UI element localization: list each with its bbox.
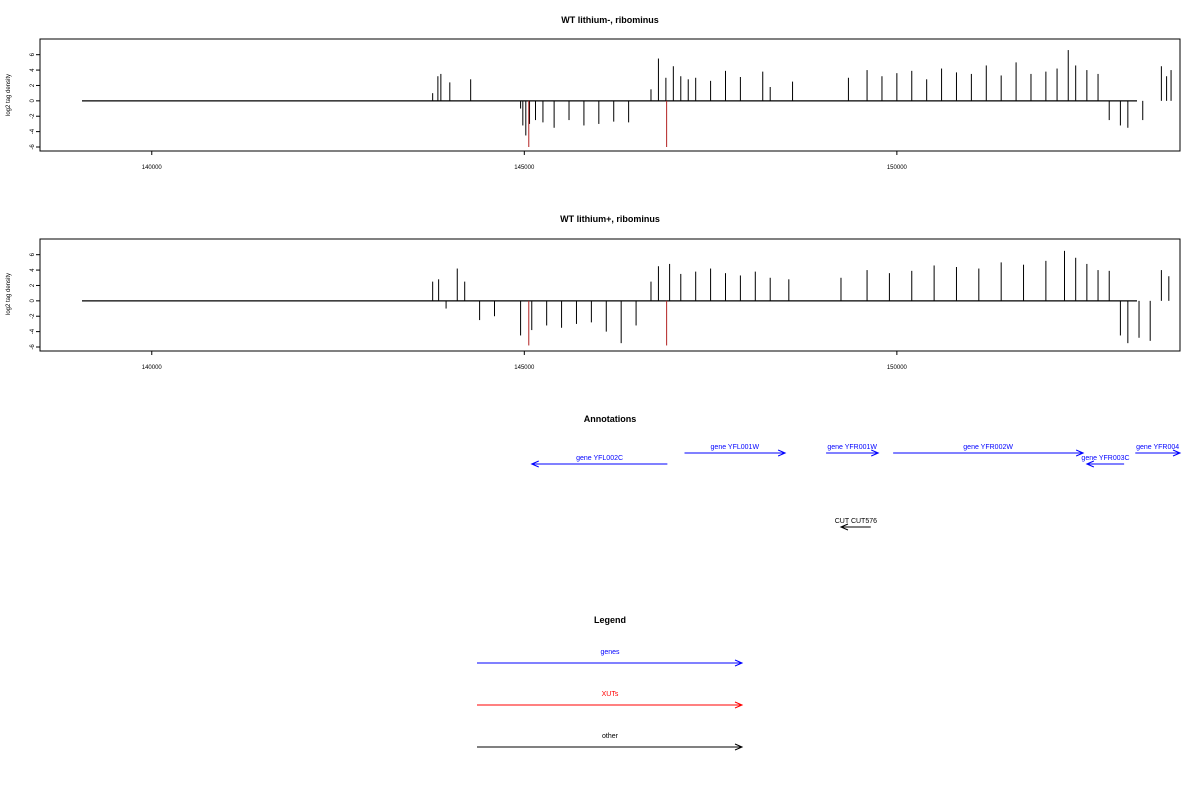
panel-title: WT lithium-, ribominus [561, 15, 659, 25]
y-axis: -6 -4 -2 0 2 4 6 [30, 252, 40, 350]
feature-label: gene YFR004 [1136, 444, 1179, 451]
x-axis: 140000 145000 150000 [142, 351, 908, 371]
y-tick-label: -4 [30, 328, 36, 334]
x-tick-label: 140000 [142, 165, 163, 171]
y-tick-label: 2 [30, 283, 36, 287]
annotation-features: gene YFL002C gene YFL001W gene YFR001W gene… [530, 444, 1182, 531]
x-axis: 140000 145000 150000 [142, 151, 908, 171]
panel-title: WT lithium+, ribominus [560, 214, 660, 224]
annotation-feature: gene YFR004 [1135, 444, 1182, 457]
y-tick-label: 0 [30, 299, 36, 303]
legend-title: Legend [594, 615, 626, 625]
legend-items: genes XUTs other [477, 649, 744, 751]
legend-label: genes [600, 649, 620, 656]
x-tick-label: 150000 [887, 165, 908, 171]
y-tick-label: 4 [30, 68, 36, 72]
x-tick-label: 140000 [142, 365, 163, 371]
legend-item: XUTs [477, 691, 744, 709]
arrow-head [1075, 449, 1085, 457]
y-tick-label: -2 [30, 313, 36, 319]
arrow-head [871, 449, 880, 457]
y-tick-label: -6 [30, 144, 36, 150]
arrow-head [777, 449, 787, 457]
plot-frame [39, 38, 1181, 152]
feature-label: gene YFR001W [827, 444, 877, 451]
density-panel-lithium-plus: WT lithium+, ribominus log2 tag density … [6, 214, 1181, 371]
annotation-feature: gene YFR003C [1081, 455, 1130, 468]
legend-label: XUTs [602, 691, 619, 698]
x-tick-label: 145000 [514, 365, 535, 371]
plot-frame [39, 238, 1181, 352]
legend-item: other [477, 733, 744, 751]
bars [82, 50, 1172, 147]
feature-label: gene YFL002C [576, 455, 623, 462]
bars [82, 250, 1170, 346]
annotation-feature: gene YFR001W [826, 444, 880, 457]
legend: Legend genes XUTs other [477, 615, 744, 751]
legend-arrow-head [734, 659, 744, 667]
y-tick-label: 0 [30, 99, 36, 103]
arrow-head [530, 460, 539, 468]
y-tick-label: 6 [30, 252, 36, 256]
y-axis-label: log2 tag density [6, 273, 12, 315]
y-tick-label: 2 [30, 83, 36, 87]
x-tick-label: 150000 [887, 365, 908, 371]
legend-label: other [602, 733, 619, 740]
y-tick-label: 6 [30, 52, 36, 56]
y-tick-label: 4 [30, 268, 36, 272]
annotation-feature: gene YFL002C [530, 455, 668, 468]
annotation-feature: CUT CUT576 [835, 518, 877, 531]
y-tick-label: -4 [30, 128, 36, 134]
y-axis-label: log2 tag density [6, 74, 12, 116]
arrow-head [839, 523, 849, 531]
legend-arrow-head [734, 701, 744, 709]
feature-label: gene YFL001W [711, 444, 760, 451]
arrow-head [1085, 460, 1095, 468]
y-axis: -6 -4 -2 0 2 4 6 [30, 52, 40, 150]
legend-arrow-head [734, 743, 744, 751]
y-tick-label: -6 [30, 344, 36, 350]
legend-item: genes [477, 649, 744, 667]
annotations-title: Annotations [584, 414, 637, 424]
annotation-feature: gene YFR002W [893, 444, 1085, 457]
density-panel-lithium-minus: WT lithium-, ribominus log2 tag density … [6, 15, 1181, 171]
y-tick-label: -2 [30, 113, 36, 119]
feature-label: gene YFR002W [963, 444, 1013, 451]
x-tick-label: 145000 [514, 165, 535, 171]
feature-label: CUT CUT576 [835, 518, 877, 525]
feature-label: gene YFR003C [1081, 455, 1129, 462]
arrow-head [1172, 449, 1182, 457]
annotation-feature: gene YFL001W [684, 444, 787, 457]
